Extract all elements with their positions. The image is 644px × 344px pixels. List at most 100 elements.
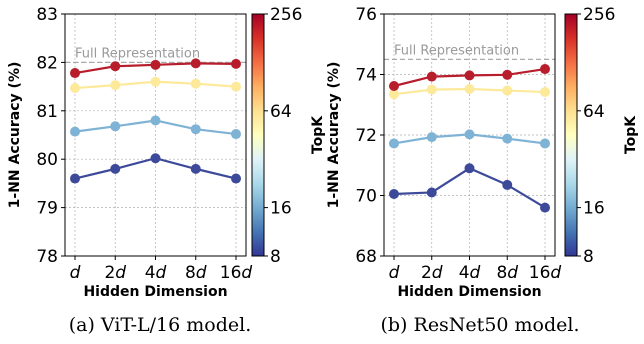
data-point-topk-16: [110, 121, 121, 132]
x-tick-coefficient: 16: [220, 263, 242, 283]
data-point-topk-8: [70, 173, 80, 184]
data-point-topk-8: [150, 153, 161, 164]
data-point-topk-8: [190, 163, 201, 174]
x-tick-coefficient: 8: [496, 263, 507, 283]
data-point-topk-64: [540, 87, 550, 98]
colorbar-tick-label: 256: [270, 5, 302, 25]
x-tick-variable: d: [507, 263, 518, 283]
data-point-topk-16: [389, 138, 399, 149]
colorbar-tick-label: 256: [583, 5, 615, 25]
caption-resnet: (b) ResNet50 model.: [380, 314, 579, 336]
y-tick-label: 70: [355, 187, 377, 207]
caption-vit: (a) ViT-L/16 model.: [69, 314, 252, 336]
data-point-topk-16: [190, 124, 201, 135]
y-tick-label: 82: [36, 53, 58, 73]
x-tick-coefficient: 2: [421, 263, 432, 283]
colorbar-tick-label: 8: [270, 247, 281, 267]
data-point-topk-16: [231, 129, 241, 140]
data-point-topk-256: [70, 68, 80, 79]
data-point-topk-256: [464, 70, 475, 81]
data-point-topk-256: [426, 71, 437, 82]
data-point-topk-16: [70, 126, 80, 137]
data-point-topk-64: [231, 81, 241, 92]
x-tick-coefficient: 8: [185, 263, 196, 283]
colorbar: [564, 13, 578, 257]
data-point-topk-64: [426, 84, 437, 95]
x-tick-variable: d: [241, 263, 252, 283]
reference-line-label: Full Representation: [394, 43, 519, 58]
data-point-topk-256: [231, 58, 241, 69]
data-point-topk-64: [70, 83, 80, 94]
x-tick-variable: d: [196, 263, 207, 283]
data-point-topk-64: [110, 80, 121, 91]
x-tick-variable: d: [432, 263, 443, 283]
x-tick-label: d: [70, 263, 81, 283]
x-tick-coefficient: 16: [529, 263, 551, 283]
y-tick-label: 76: [355, 5, 377, 25]
data-point-topk-256: [150, 59, 161, 70]
data-point-topk-256: [389, 80, 399, 91]
x-tick-variable: d: [115, 263, 126, 283]
data-point-topk-16: [540, 138, 550, 149]
colorbar-tick-label: 64: [270, 102, 292, 122]
x-tick-variable: d: [70, 263, 81, 283]
y-axis-label: 1-NN Accuracy (%): [326, 62, 342, 209]
panel-vit: (a) ViT-L/16 model. Full Representation 7…: [7, 5, 326, 336]
reference-line-label: Full Representation: [75, 46, 200, 61]
y-tick-label: 79: [36, 199, 58, 219]
x-axis-label: Hidden Dimension: [397, 284, 541, 300]
data-point-topk-8: [426, 187, 437, 198]
colorbar-tick-label: 16: [270, 199, 292, 219]
data-point-topk-8: [389, 188, 399, 199]
x-tick-coefficient: 4: [145, 263, 156, 283]
y-tick-label: 81: [36, 102, 58, 122]
x-tick-label: d: [389, 263, 400, 283]
x-tick-label: 2d: [421, 263, 443, 283]
data-point-topk-256: [540, 64, 550, 75]
data-point-topk-8: [540, 202, 550, 213]
data-point-topk-8: [464, 163, 475, 174]
x-tick-label: 8d: [185, 263, 207, 283]
data-point-topk-64: [190, 78, 201, 89]
x-tick-variable: d: [550, 263, 561, 283]
x-tick-label: 2d: [104, 263, 126, 283]
data-point-topk-256: [502, 69, 513, 80]
data-point-topk-256: [190, 58, 201, 69]
y-tick-label: 68: [355, 247, 377, 267]
y-tick-label: 78: [36, 247, 58, 267]
panel-resnet: (b) ResNet50 model. Full Representation 6…: [326, 5, 639, 336]
x-tick-coefficient: 2: [104, 263, 115, 283]
data-point-topk-64: [464, 84, 475, 95]
data-point-topk-256: [110, 61, 121, 72]
x-tick-label: 4d: [145, 263, 167, 283]
x-tick-variable: d: [470, 263, 481, 283]
data-point-topk-16: [150, 115, 161, 126]
colorbar-label: TopK: [310, 115, 326, 154]
data-point-topk-64: [389, 89, 399, 100]
x-axis-label: Hidden Dimension: [83, 284, 227, 300]
y-tick-label: 83: [36, 5, 58, 25]
colorbar-tick-label: 8: [583, 247, 594, 267]
data-point-topk-64: [150, 76, 161, 87]
x-tick-variable: d: [389, 263, 400, 283]
colorbar: [251, 13, 265, 257]
x-tick-label: 4d: [459, 263, 481, 283]
x-tick-label: 16d: [529, 263, 562, 283]
colorbar-label: TopK: [623, 115, 639, 154]
x-tick-coefficient: 4: [459, 263, 470, 283]
data-point-topk-64: [502, 85, 513, 96]
data-point-topk-16: [502, 133, 513, 144]
data-point-topk-8: [502, 179, 513, 190]
x-tick-label: 16d: [220, 263, 253, 283]
y-tick-label: 74: [355, 66, 377, 86]
x-tick-variable: d: [156, 263, 167, 283]
y-tick-label: 80: [36, 150, 58, 170]
colorbar-tick-label: 16: [583, 199, 605, 219]
data-point-topk-16: [464, 129, 475, 140]
colorbar-tick-label: 64: [583, 102, 605, 122]
data-point-topk-8: [110, 163, 121, 174]
y-axis-label: 1-NN Accuracy (%): [7, 62, 23, 209]
y-tick-label: 72: [355, 126, 377, 146]
data-point-topk-8: [231, 173, 241, 184]
